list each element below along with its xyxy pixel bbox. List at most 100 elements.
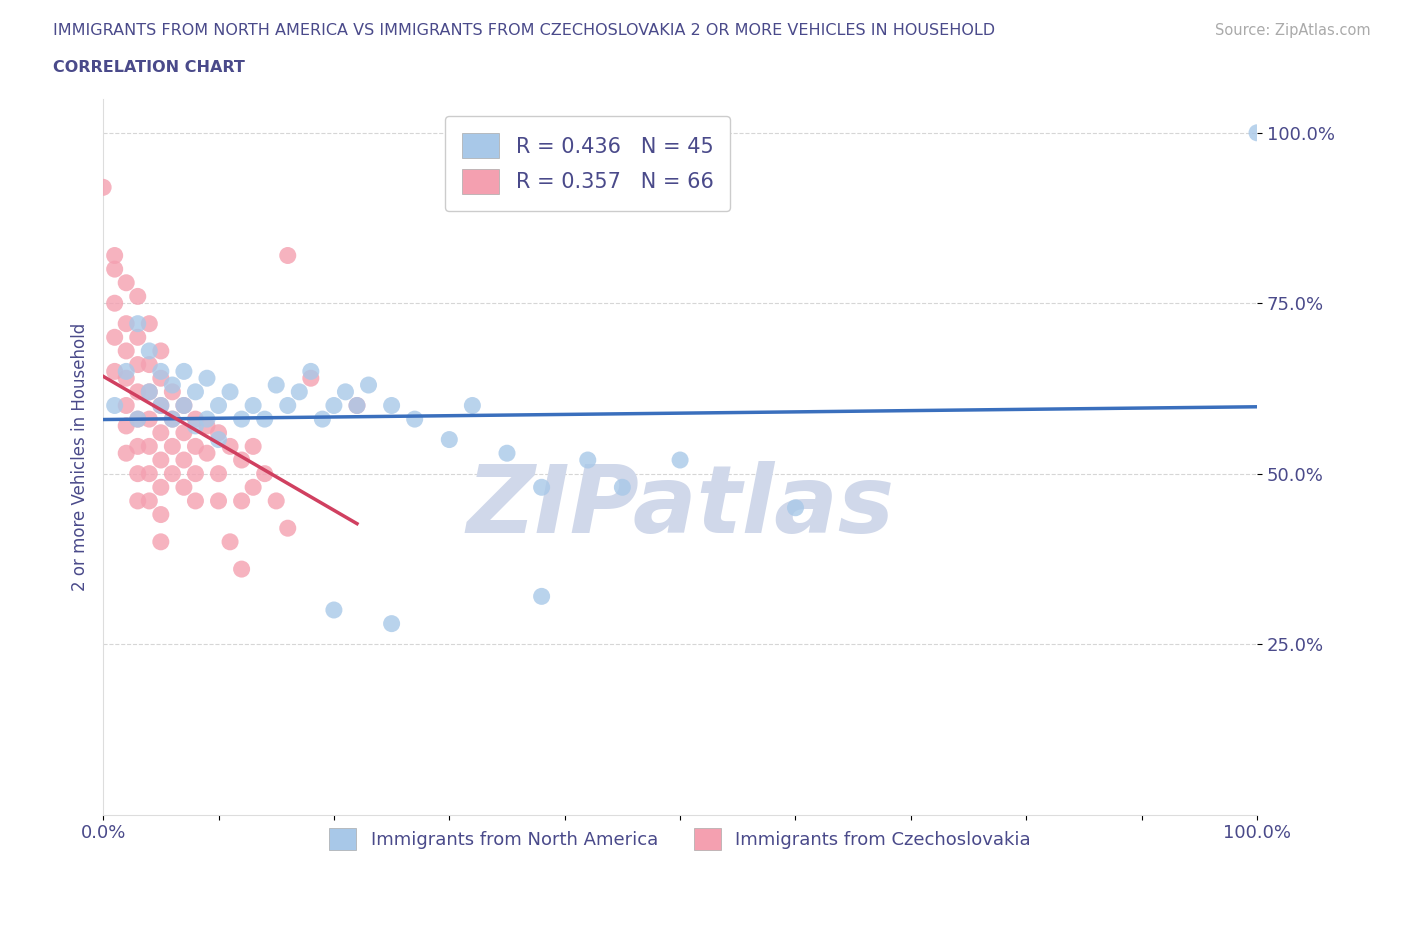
Point	[277, 521, 299, 536]
Point	[173, 425, 195, 440]
Point	[127, 330, 149, 345]
Point	[115, 398, 138, 413]
Point	[207, 466, 229, 481]
Point	[264, 378, 287, 392]
Point	[149, 480, 172, 495]
Point	[264, 494, 287, 509]
Point	[149, 507, 172, 522]
Point	[346, 398, 368, 413]
Point	[231, 494, 253, 509]
Point	[184, 418, 207, 433]
Point	[207, 398, 229, 413]
Point	[381, 617, 404, 631]
Point	[496, 445, 519, 460]
Point	[357, 378, 380, 392]
Point	[138, 357, 160, 372]
Point	[195, 445, 218, 460]
Point	[253, 412, 276, 427]
Point	[138, 316, 160, 331]
Point	[138, 343, 160, 358]
Point	[404, 412, 426, 427]
Point	[530, 480, 553, 495]
Point	[104, 296, 127, 311]
Point	[335, 384, 357, 399]
Legend: Immigrants from North America, Immigrants from Czechoslovakia: Immigrants from North America, Immigrant…	[321, 819, 1040, 859]
Text: ZIPatlas: ZIPatlas	[465, 460, 894, 552]
Point	[127, 316, 149, 331]
Point	[207, 494, 229, 509]
Point	[162, 378, 184, 392]
Point	[612, 480, 634, 495]
Point	[91, 179, 114, 194]
Point	[162, 466, 184, 481]
Point	[195, 418, 218, 433]
Point	[115, 418, 138, 433]
Point	[138, 494, 160, 509]
Point	[299, 364, 322, 379]
Point	[322, 603, 344, 618]
Point	[115, 343, 138, 358]
Point	[115, 364, 138, 379]
Point	[138, 466, 160, 481]
Point	[311, 412, 333, 427]
Point	[173, 453, 195, 468]
Point	[785, 500, 807, 515]
Y-axis label: 2 or more Vehicles in Household: 2 or more Vehicles in Household	[72, 323, 89, 591]
Point	[242, 439, 264, 454]
Point	[162, 384, 184, 399]
Text: Source: ZipAtlas.com: Source: ZipAtlas.com	[1215, 23, 1371, 38]
Point	[149, 343, 172, 358]
Point	[127, 494, 149, 509]
Point	[195, 371, 218, 386]
Point	[127, 412, 149, 427]
Point	[277, 248, 299, 263]
Point	[127, 439, 149, 454]
Point	[127, 466, 149, 481]
Point	[138, 384, 160, 399]
Point	[219, 439, 242, 454]
Point	[231, 453, 253, 468]
Point	[530, 589, 553, 604]
Point	[173, 398, 195, 413]
Point	[381, 398, 404, 413]
Point	[138, 384, 160, 399]
Point	[149, 453, 172, 468]
Point	[231, 562, 253, 577]
Point	[299, 371, 322, 386]
Point	[184, 384, 207, 399]
Point	[669, 453, 692, 468]
Point	[242, 398, 264, 413]
Point	[288, 384, 311, 399]
Point	[162, 439, 184, 454]
Point	[104, 398, 127, 413]
Point	[127, 357, 149, 372]
Point	[207, 432, 229, 447]
Point	[173, 480, 195, 495]
Point	[253, 466, 276, 481]
Point	[115, 371, 138, 386]
Point	[149, 398, 172, 413]
Point	[149, 371, 172, 386]
Point	[231, 412, 253, 427]
Point	[346, 398, 368, 413]
Point	[138, 412, 160, 427]
Point	[207, 425, 229, 440]
Point	[149, 398, 172, 413]
Point	[138, 439, 160, 454]
Point	[1246, 126, 1268, 140]
Point	[115, 275, 138, 290]
Point	[162, 412, 184, 427]
Point	[277, 398, 299, 413]
Point	[115, 445, 138, 460]
Point	[127, 412, 149, 427]
Point	[219, 384, 242, 399]
Point	[104, 248, 127, 263]
Point	[115, 316, 138, 331]
Text: CORRELATION CHART: CORRELATION CHART	[53, 60, 245, 75]
Point	[104, 364, 127, 379]
Point	[195, 412, 218, 427]
Point	[162, 412, 184, 427]
Point	[461, 398, 484, 413]
Point	[322, 398, 344, 413]
Point	[184, 494, 207, 509]
